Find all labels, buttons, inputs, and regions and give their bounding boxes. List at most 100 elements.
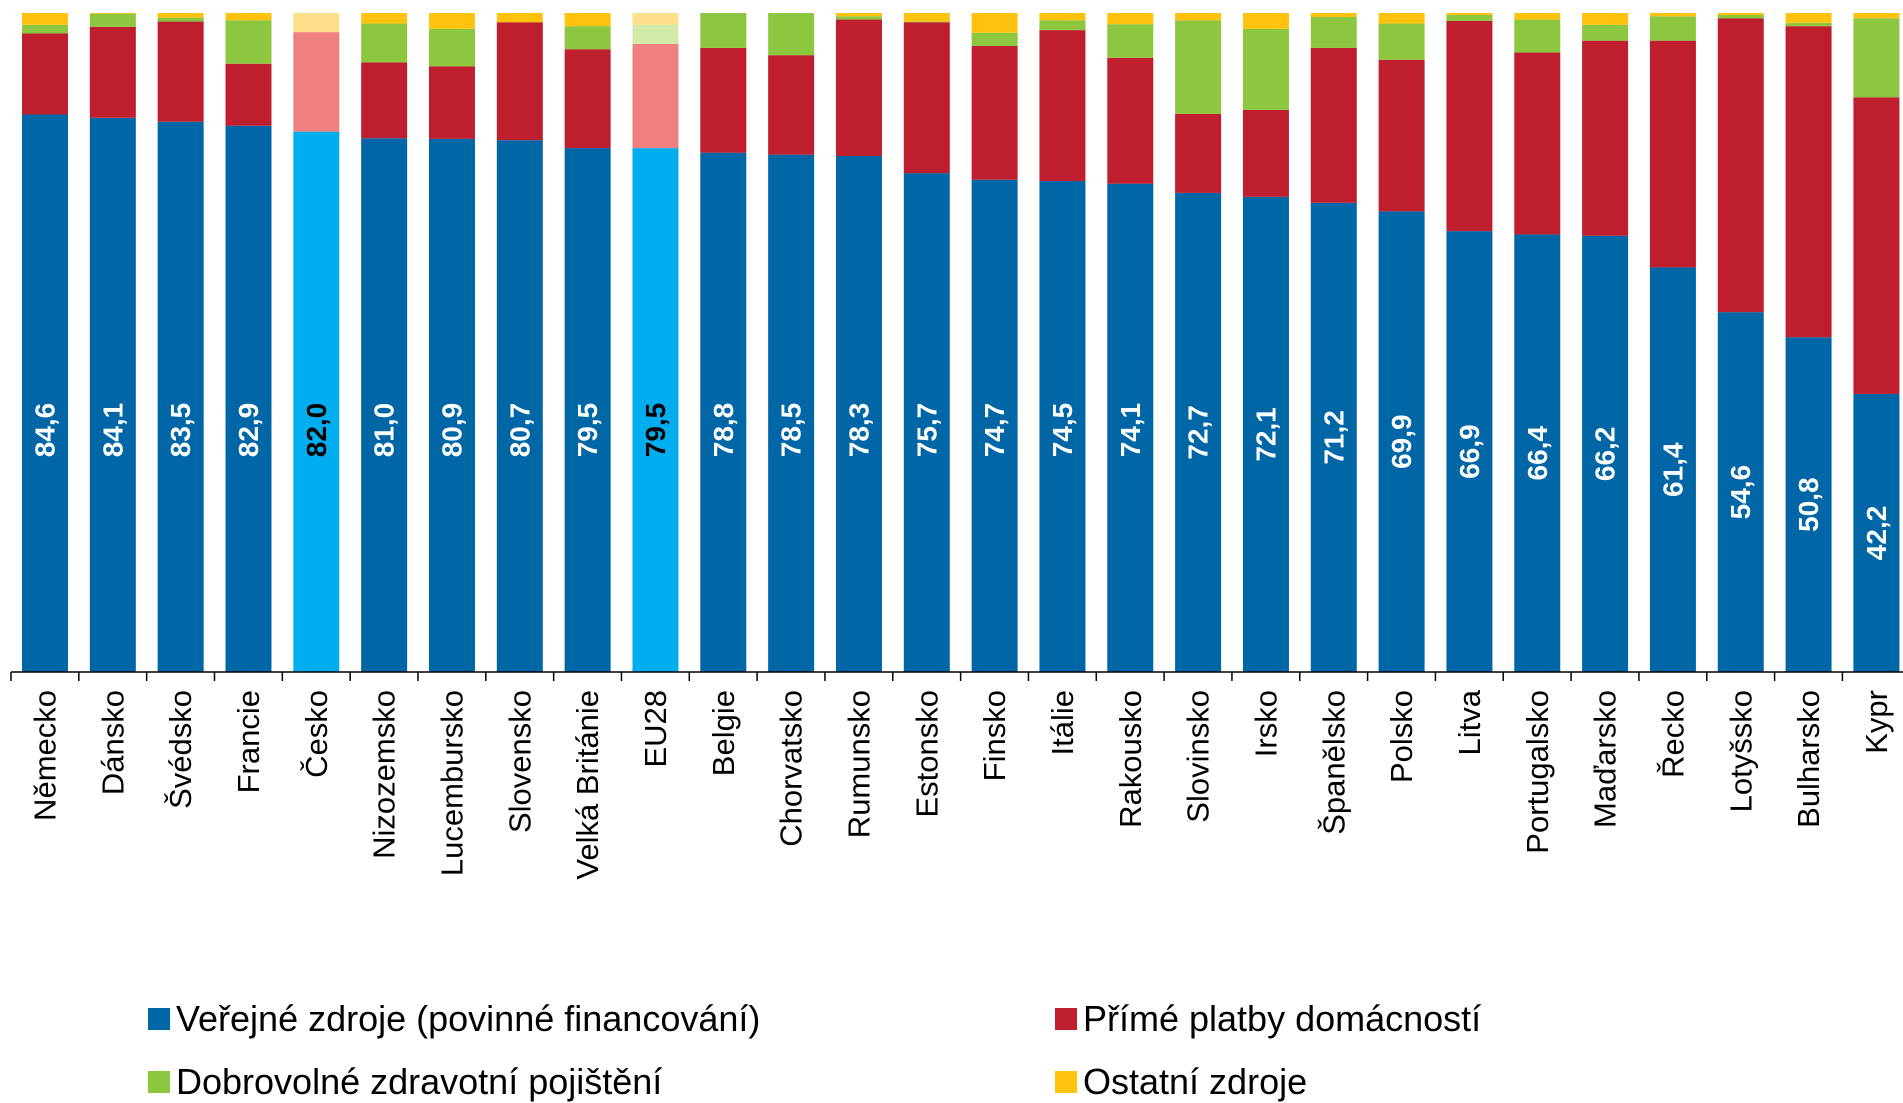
value-label: 69,9 [1386, 414, 1417, 469]
bar-segment-4 [835, 13, 882, 17]
category-label: Belgie [706, 690, 741, 776]
bar-segment-3 [1717, 14, 1764, 19]
category-label: Slovensko [502, 690, 537, 833]
bar-segment-1 [1582, 235, 1629, 673]
category-label: Řecko [1655, 690, 1690, 778]
bar-segment-1 [903, 173, 950, 672]
bar-segment-4 [971, 13, 1018, 33]
bar-segment-3 [835, 16, 882, 20]
bar-segment-3 [225, 20, 272, 64]
bar-segment-4 [1649, 13, 1696, 17]
category-label: Maďarsko [1588, 690, 1623, 828]
bar-segment-1 [971, 179, 1018, 673]
bar-segment-2 [700, 47, 747, 153]
bar-segment-4 [1378, 13, 1425, 24]
bar-segment-4 [1717, 13, 1764, 15]
bar-segment-2 [1039, 30, 1086, 182]
value-label: 83,5 [165, 403, 196, 458]
bar-segment-2 [632, 43, 679, 149]
bar-segment-4 [1175, 13, 1222, 21]
bar-segment-4 [1242, 13, 1289, 29]
category-label: Německo [28, 690, 63, 821]
bar-segment-2 [1582, 40, 1629, 236]
category-label: Finsko [977, 690, 1012, 781]
bar-segment-2 [361, 62, 408, 139]
legend-item-other: Ostatní zdroje [1055, 1061, 1307, 1103]
bar-segment-3 [361, 23, 408, 63]
bar-segment-1 [1039, 181, 1086, 673]
bar-segment-4 [361, 13, 408, 24]
bar-segment-1 [1717, 312, 1764, 672]
category-label: Španělsko [1316, 690, 1351, 835]
bar-segment-1 [1310, 202, 1357, 673]
bar-segment-3 [903, 21, 950, 23]
bar-segment-1 [293, 131, 340, 672]
value-label: 82,0 [301, 403, 332, 458]
bar-segment-3 [564, 26, 611, 50]
legend: Veřejné zdroje (povinné financování) Pří… [0, 985, 1903, 1102]
category-label: Lotyšsko [1723, 690, 1758, 812]
category-label: Rumunsko [841, 690, 876, 838]
bar-segment-2 [1310, 47, 1357, 203]
value-label: 78,5 [776, 403, 807, 458]
bar-segment-1 [22, 114, 68, 673]
category-label: Portugalsko [1520, 690, 1555, 854]
bar-segment-1 [1242, 196, 1289, 673]
legend-item-public: Veřejné zdroje (povinné financování) [148, 998, 760, 1040]
bar-segment-2 [1649, 40, 1696, 268]
bar-segment-2 [768, 55, 815, 155]
bar-segment-2 [564, 49, 611, 149]
value-label: 80,7 [504, 403, 535, 458]
bar-segment-1 [496, 140, 543, 672]
bar-segment-3 [1039, 20, 1086, 31]
legend-swatch-public [148, 1008, 170, 1030]
value-label: 84,6 [30, 403, 61, 458]
value-label: 80,9 [436, 403, 467, 458]
category-label: Rakousko [1113, 690, 1148, 828]
bar-segment-3 [1175, 20, 1222, 114]
bar-segment-2 [1175, 113, 1222, 193]
bar-segment-2 [428, 66, 475, 139]
bar-segment-1 [564, 148, 611, 673]
bar-segment-2 [1242, 109, 1289, 197]
bar-segment-1 [157, 121, 204, 673]
value-label: 79,5 [572, 403, 603, 458]
bar-segment-4 [1107, 13, 1154, 25]
bar-segment-3 [971, 32, 1018, 46]
bar-segment-1 [1785, 337, 1832, 672]
x-axis [10, 671, 1903, 681]
bar-segment-1 [768, 154, 815, 672]
legend-swatch-voluntary-insurance [148, 1071, 170, 1093]
category-label: Polsko [1384, 690, 1419, 783]
stacked-bar-chart: 84,6 84,1 83,5 82,9 82,0 81,0 80,9 80,7 79,5 79,5… [10, 13, 1903, 880]
value-label: 84,1 [97, 403, 128, 458]
category-label: Lucembursko [434, 690, 469, 876]
category-label: Velká Británie [570, 690, 605, 880]
value-label: 81,0 [369, 403, 400, 458]
category-label: Česko [299, 690, 334, 778]
bar-segment-4 [903, 13, 950, 22]
category-labels-group: Německo Dánsko Švédsko Francie Česko Nizozems… [28, 689, 1894, 879]
bar-segment-3 [1310, 16, 1357, 48]
value-label: 82,9 [233, 403, 264, 458]
bar-segment-4 [428, 13, 475, 29]
bar-segment-1 [1175, 192, 1222, 672]
bar-segment-3 [768, 13, 815, 56]
bar-segment-3 [1378, 23, 1425, 60]
category-label: Estonsko [909, 690, 944, 818]
bar-segment-4 [89, 13, 136, 14]
category-label: Irsko [1248, 690, 1283, 757]
value-label: 74,5 [1047, 403, 1078, 458]
bar-segment-4 [496, 13, 543, 23]
bar-segment-1 [632, 148, 679, 673]
bar-segment-4 [564, 13, 611, 27]
category-label: Nizozemsko [367, 690, 402, 859]
bar-segment-3 [700, 13, 747, 48]
category-label: Bulharsko [1791, 690, 1826, 828]
value-label: 42,2 [1861, 506, 1892, 561]
bar-segment-3 [89, 13, 136, 27]
value-label: 50,8 [1793, 477, 1824, 532]
category-label: EU28 [638, 690, 673, 768]
bar-segment-1 [89, 117, 136, 672]
value-label: 78,3 [843, 403, 874, 458]
